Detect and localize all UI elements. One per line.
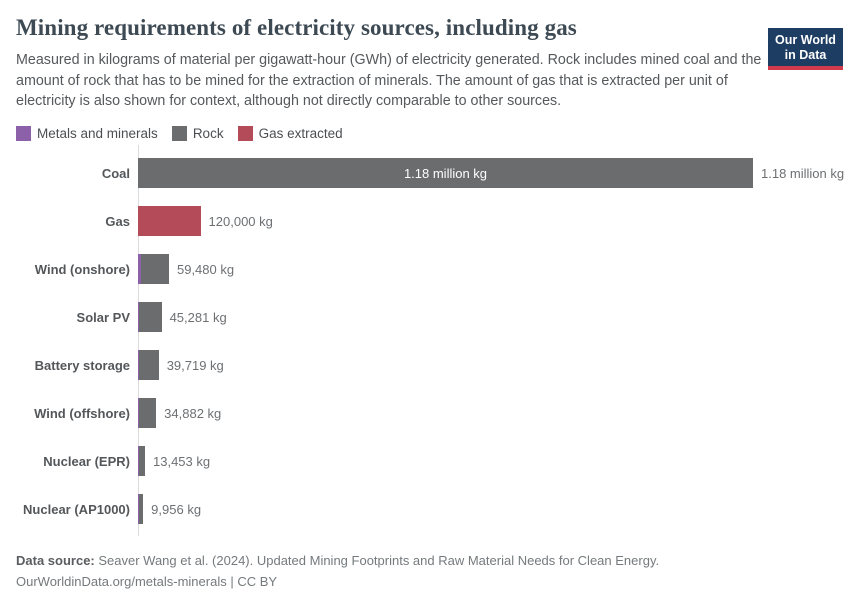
bar-area: 34,882 kg [138, 398, 834, 429]
bar[interactable] [138, 494, 144, 525]
legend-swatch-metals-icon [16, 126, 31, 142]
bar-segment-main [139, 398, 157, 429]
value-label: 120,000 kg [208, 213, 273, 229]
bar-segment-metals [138, 302, 140, 333]
bar-segment-metals [138, 494, 139, 525]
category-label: Battery storage [34, 357, 130, 373]
value-label: 1.18 million kg [761, 165, 845, 181]
bar-row-nuclear-epr: Nuclear (EPR) 13,453 kg [16, 437, 834, 485]
data-source-line[interactable]: Data source: Seaver Wang et al. (2024). … [16, 551, 834, 571]
bar[interactable] [138, 206, 201, 237]
bar[interactable] [138, 302, 162, 333]
bar-segment-metals [138, 446, 139, 477]
y-axis-line [138, 145, 139, 537]
value-label: 59,480 kg [176, 261, 235, 277]
bar-segment-main [139, 302, 162, 333]
bar-row-gas: Gas 120,000 kg [16, 197, 834, 245]
bar-row-battery-storage: Battery storage 39,719 kg [16, 341, 834, 389]
legend: Metals and minerals Rock Gas extracted [16, 126, 834, 142]
bar-segment-main [138, 206, 201, 237]
value-label: 45,281 kg [169, 309, 227, 325]
category-label: Coal [101, 165, 130, 181]
bar-row-coal: Coal 1.18 million kg 1.18 million kg [16, 149, 844, 197]
bar-segment-metals [138, 398, 140, 429]
owid-logo-line2: in Data [784, 47, 827, 62]
value-label: 39,719 kg [166, 357, 224, 373]
bar-row-nuclear-ap1000: Nuclear (AP1000) 9,956 kg [16, 485, 834, 533]
bar-chart: Coal 1.18 million kg 1.18 million kg Gas… [16, 145, 844, 537]
category-label: Solar PV [76, 309, 130, 325]
legend-item-rock: Rock [171, 126, 224, 142]
bar-row-solar-pv: Solar PV 45,281 kg [16, 293, 834, 341]
value-label: 9,956 kg [151, 501, 202, 517]
bar-area: 59,480 kg [138, 254, 834, 285]
bar-area: 1.18 million kg 1.18 million kg [138, 158, 845, 189]
category-label: Wind (onshore) [34, 261, 130, 277]
bar[interactable] [138, 446, 145, 477]
owid-url-license-link[interactable]: OurWorldinData.org/metals-minerals | CC … [16, 573, 278, 589]
bar-area: 120,000 kg [138, 206, 834, 237]
bar-area: 39,719 kg [138, 350, 834, 381]
bar-segment-main [138, 494, 144, 525]
category-label: Nuclear (EPR) [43, 453, 130, 469]
legend-swatch-gas-icon [237, 126, 253, 142]
bar-row-wind-offshore: Wind (offshore) 34,882 kg [16, 389, 834, 437]
chart-footer: Data source: Seaver Wang et al. (2024). … [16, 551, 834, 591]
bar-segment-metals [138, 254, 142, 285]
bar-segment-main [141, 254, 169, 285]
chart-subtitle: Measured in kilograms of material per gi… [16, 52, 762, 110]
bar[interactable]: 1.18 million kg [138, 158, 753, 189]
owid-logo[interactable]: Our World in Data [768, 28, 843, 70]
value-label: 34,882 kg [164, 405, 222, 421]
legend-item-metals: Metals and minerals [16, 126, 158, 142]
bar-area: 13,453 kg [138, 446, 834, 477]
page-title: Mining requirements of electricity sourc… [16, 15, 577, 40]
bar-area: 45,281 kg [138, 302, 834, 333]
bar-segment-metals [138, 350, 139, 381]
owid-logo-line1: Our World [775, 33, 836, 47]
bar-segment-main [138, 158, 753, 189]
legend-swatch-rock-icon [171, 126, 187, 142]
bar-row-wind-onshore: Wind (onshore) 59,480 kg [16, 245, 834, 293]
bar[interactable] [138, 350, 159, 381]
data-source-text: Seaver Wang et al. (2024). Updated Minin… [94, 553, 660, 569]
legend-item-gas: Gas extracted [237, 126, 343, 142]
category-label: Nuclear (AP1000) [23, 501, 130, 517]
category-label: Gas [105, 213, 130, 229]
bar[interactable] [138, 254, 169, 285]
legend-label: Gas extracted [258, 126, 343, 142]
value-label: 13,453 kg [153, 453, 211, 469]
legend-label: Rock [192, 126, 224, 142]
chart-page: Mining requirements of electricity sourc… [0, 15, 850, 537]
bar[interactable] [138, 398, 157, 429]
category-label: Wind (offshore) [34, 405, 130, 421]
bar-segment-main [138, 446, 145, 477]
bar-area: 9,956 kg [138, 494, 834, 525]
bar-segment-main [138, 350, 159, 381]
data-source-label: Data source: [16, 553, 95, 569]
legend-label: Metals and minerals [37, 126, 158, 142]
